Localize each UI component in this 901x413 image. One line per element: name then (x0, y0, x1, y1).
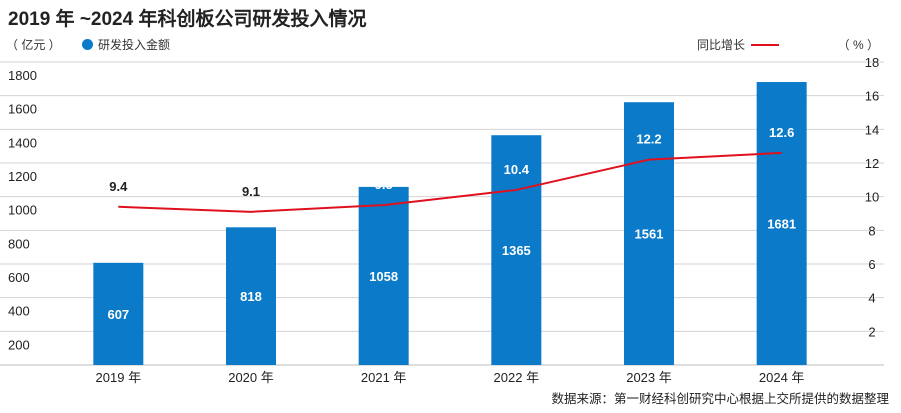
x-tick-label: 2019 年 (96, 370, 142, 385)
y-right-tick-label: 6 (868, 257, 875, 272)
y-right-tick-label: 14 (865, 122, 879, 137)
y-left-tick-label: 1600 (8, 102, 37, 117)
y-left-tick-label: 1000 (8, 203, 37, 218)
bar (756, 82, 807, 365)
y-left-tick-label: 800 (8, 236, 30, 251)
legend-line-label: 同比增长 (696, 38, 745, 52)
legend-bar-swatch (82, 39, 93, 50)
growth-value-label: 12.2 (636, 132, 661, 147)
legend-bar-label: 研发投入金额 (98, 38, 171, 52)
data-source-note: 数据来源：第一财经科创研究中心根据上交所提供的数据整理 (551, 392, 889, 406)
bar (93, 262, 144, 365)
bar (491, 135, 542, 365)
y-left-tick-label: 400 (8, 304, 30, 319)
y-left-tick-label: 1400 (8, 135, 37, 150)
legend-bar-series: 研发投入金额 (82, 36, 170, 53)
bar-value-label: 1561 (635, 227, 664, 242)
bar (226, 227, 276, 365)
y-left-tick-label: 1200 (8, 169, 37, 184)
growth-line (118, 151, 782, 213)
left-axis-unit: （ 亿元 ） (6, 38, 61, 52)
y-right-tick-label: 12 (865, 156, 879, 171)
right-axis-unit: （ % ） (837, 38, 879, 52)
growth-value-label: 9.4 (109, 179, 128, 194)
growth-value-label: 9.1 (242, 184, 260, 199)
x-tick-label: 2023 年 (626, 370, 672, 385)
bar-value-label: 1058 (369, 269, 398, 284)
y-right-tick-label: 16 (865, 89, 879, 104)
y-right-tick-label: 18 (865, 55, 879, 70)
y-left-tick-label: 1800 (8, 68, 37, 83)
x-tick-label: 2022 年 (494, 370, 540, 385)
bar-value-label: 1681 (767, 217, 796, 232)
y-left-tick-label: 200 (8, 337, 30, 352)
y-right-tick-label: 10 (865, 190, 879, 205)
x-tick-label: 2024 年 (759, 370, 805, 385)
bar-value-label: 818 (240, 289, 262, 304)
growth-value-label: 12.6 (769, 125, 794, 140)
y-right-tick-label: 8 (868, 223, 875, 238)
bar (624, 102, 674, 366)
legend-line-series: 同比增长 (697, 36, 779, 53)
y-right-tick-label: 4 (868, 291, 875, 306)
x-tick-label: 2020 年 (228, 370, 274, 385)
bar (358, 186, 409, 365)
x-tick-label: 2021 年 (361, 370, 407, 385)
bar-value-label: 1365 (502, 243, 531, 258)
chart-title: 2019 年 ~2024 年科创板公司研发投入情况 (8, 9, 367, 30)
growth-value-label: 10.4 (504, 162, 530, 177)
bar-value-label: 607 (107, 307, 129, 322)
y-left-tick-label: 600 (8, 270, 30, 285)
growth-value-label: 9.5 (375, 177, 393, 192)
legend-line-swatch (751, 43, 779, 46)
y-right-tick-label: 2 (868, 324, 875, 339)
